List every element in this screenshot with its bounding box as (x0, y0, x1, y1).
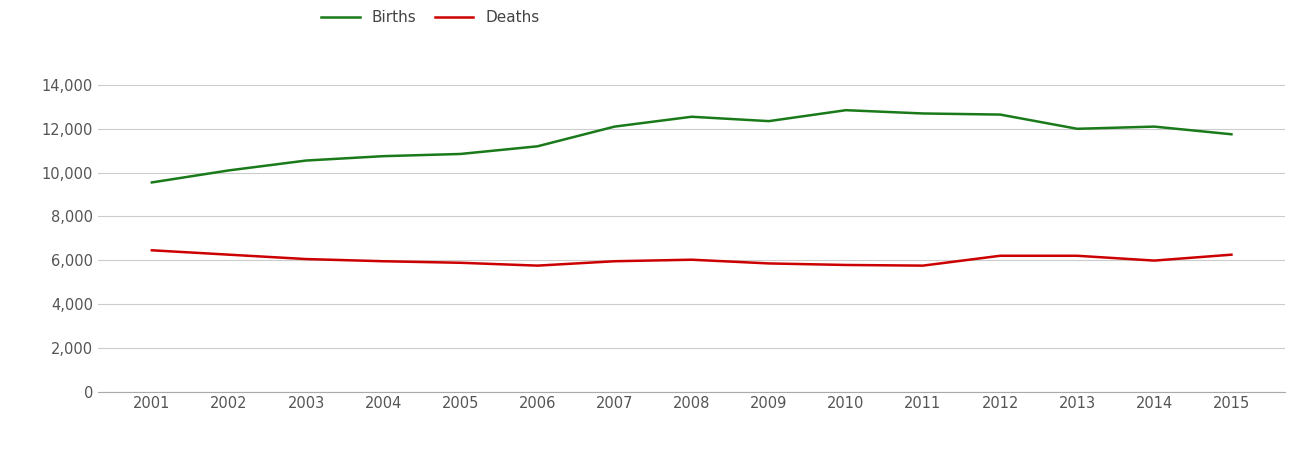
Deaths (838, 262, 853, 268)
Deaths (607, 259, 622, 264)
Deaths (453, 260, 468, 265)
Line: Deaths: Deaths (151, 250, 1232, 266)
Deaths (376, 259, 392, 264)
Deaths (299, 256, 315, 262)
Legend: Births, Deaths: Births, Deaths (316, 4, 545, 31)
Deaths (530, 263, 545, 268)
Births (221, 168, 236, 173)
Line: Births: Births (151, 110, 1232, 182)
Births (838, 108, 853, 113)
Deaths (915, 263, 930, 268)
Deaths (221, 252, 236, 257)
Births (684, 114, 699, 119)
Births (915, 111, 930, 116)
Deaths (1069, 253, 1084, 258)
Births (1224, 131, 1240, 137)
Deaths (1147, 258, 1163, 263)
Deaths (761, 261, 776, 266)
Births (376, 153, 392, 159)
Births (761, 118, 776, 124)
Births (299, 158, 315, 163)
Births (607, 124, 622, 129)
Births (453, 151, 468, 157)
Deaths (1224, 252, 1240, 257)
Births (530, 144, 545, 149)
Deaths (684, 257, 699, 262)
Deaths (992, 253, 1007, 258)
Births (144, 180, 159, 185)
Deaths (144, 248, 159, 253)
Births (1069, 126, 1084, 131)
Births (1147, 124, 1163, 129)
Births (992, 112, 1007, 117)
